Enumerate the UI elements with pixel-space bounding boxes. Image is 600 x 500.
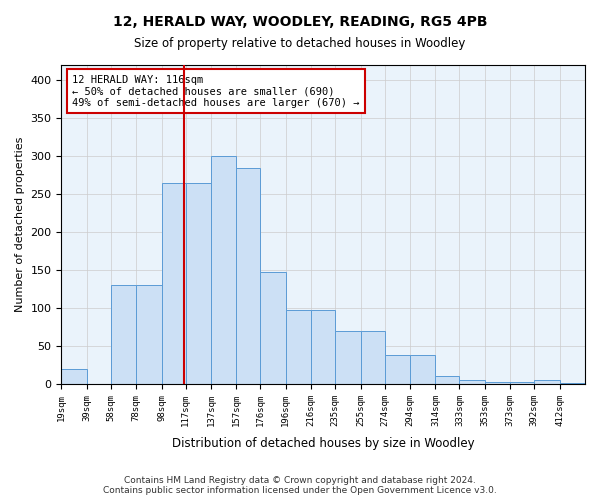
Bar — [185, 182, 211, 384]
Bar — [161, 182, 185, 384]
Bar — [335, 331, 361, 384]
Bar — [286, 310, 311, 384]
Bar — [311, 310, 335, 384]
Bar — [460, 380, 485, 384]
Bar — [136, 285, 161, 384]
Bar — [436, 376, 460, 384]
Bar — [111, 285, 136, 384]
Bar — [410, 355, 436, 384]
Bar — [236, 168, 260, 384]
Text: Size of property relative to detached houses in Woodley: Size of property relative to detached ho… — [134, 38, 466, 51]
Bar — [361, 331, 385, 384]
Bar — [560, 383, 585, 384]
Bar — [534, 380, 560, 384]
Bar — [485, 382, 510, 384]
Bar — [260, 272, 286, 384]
Text: Contains HM Land Registry data © Crown copyright and database right 2024.
Contai: Contains HM Land Registry data © Crown c… — [103, 476, 497, 495]
Bar — [385, 355, 410, 384]
Bar — [510, 382, 534, 384]
X-axis label: Distribution of detached houses by size in Woodley: Distribution of detached houses by size … — [172, 437, 475, 450]
Text: 12, HERALD WAY, WOODLEY, READING, RG5 4PB: 12, HERALD WAY, WOODLEY, READING, RG5 4P… — [113, 15, 487, 29]
Text: 12 HERALD WAY: 116sqm
← 50% of detached houses are smaller (690)
49% of semi-det: 12 HERALD WAY: 116sqm ← 50% of detached … — [72, 74, 359, 108]
Bar — [61, 368, 87, 384]
Y-axis label: Number of detached properties: Number of detached properties — [15, 137, 25, 312]
Bar — [211, 156, 236, 384]
